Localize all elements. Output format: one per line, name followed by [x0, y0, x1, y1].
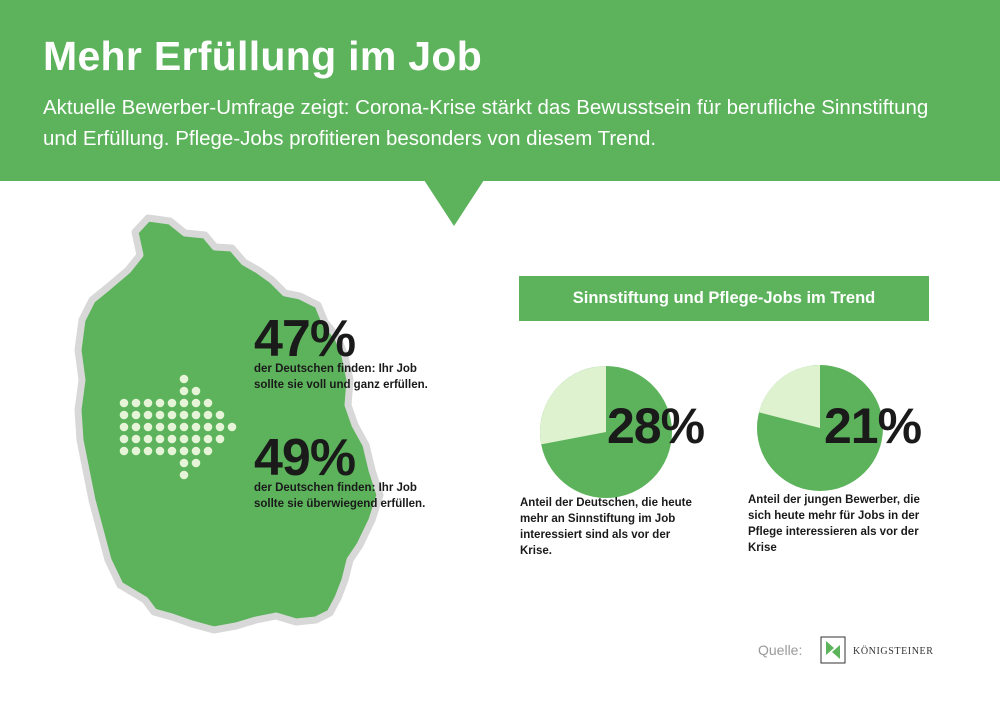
arrow-dot — [119, 434, 129, 444]
source-logo-text: KÖNIGSTEINER — [853, 646, 934, 657]
arrow-dot — [203, 398, 213, 408]
arrow-dot — [155, 422, 165, 432]
arrow-dot — [131, 410, 141, 420]
header-pointer — [424, 180, 484, 226]
arrow-dot — [191, 458, 201, 468]
pie-21-highlight-slice — [758, 365, 820, 428]
arrow-dot — [167, 434, 177, 444]
page-subtitle: Aktuelle Bewerber-Umfrage zeigt: Corona-… — [43, 96, 929, 150]
arrow-dot — [155, 398, 165, 408]
arrow-dot — [119, 422, 129, 432]
stat-49-value: 49% — [254, 429, 356, 487]
arrow-dot — [143, 422, 153, 432]
pie-21-text: Anteil der jungen Bewerber, die sich heu… — [748, 494, 920, 554]
header-banner: Mehr Erfüllung im Job Aktuelle Bewerber-… — [0, 0, 1000, 181]
arrow-dot — [119, 446, 129, 456]
arrow-dot — [203, 446, 213, 456]
dotted-arrow-icon — [119, 374, 237, 480]
arrow-dot — [143, 398, 153, 408]
arrow-dot — [191, 386, 201, 396]
arrow-dot — [215, 422, 225, 432]
pie-21-value: 21% — [824, 398, 922, 454]
source-label: Quelle: — [758, 642, 803, 658]
arrow-dot — [167, 410, 177, 420]
arrow-dot — [203, 410, 213, 420]
koenigsteiner-logo-icon — [820, 636, 846, 664]
arrow-dot — [215, 434, 225, 444]
page-title: Mehr Erfüllung im Job — [43, 33, 483, 79]
arrow-dot — [203, 422, 213, 432]
arrow-dot — [167, 422, 177, 432]
arrow-dot — [215, 410, 225, 420]
arrow-dot — [155, 410, 165, 420]
arrow-dot — [227, 422, 237, 432]
arrow-dot — [131, 422, 141, 432]
arrow-dot — [143, 446, 153, 456]
arrow-dot — [143, 434, 153, 444]
pie-28-text: Anteil der Deutschen, die heute mehr an … — [520, 497, 692, 557]
trend-heading: Sinnstiftung und Pflege-Jobs im Trend — [572, 289, 876, 307]
arrow-dot — [179, 458, 189, 468]
arrow-dot — [167, 446, 177, 456]
arrow-dot — [191, 410, 201, 420]
arrow-dot — [179, 386, 189, 396]
arrow-dot — [119, 398, 129, 408]
stat-49-text: der Deutschen finden: Ihr Job sollte sie… — [254, 482, 426, 510]
arrow-dot — [131, 446, 141, 456]
arrow-dot — [167, 398, 177, 408]
trend-heading-box: Sinnstiftung und Pflege-Jobs im Trend — [519, 276, 929, 321]
arrow-dot — [155, 446, 165, 456]
arrow-dot — [179, 374, 189, 384]
arrow-dot — [131, 398, 141, 408]
arrow-dot — [191, 398, 201, 408]
arrow-dot — [143, 410, 153, 420]
arrow-dot — [131, 434, 141, 444]
pie-28-highlight-slice — [540, 366, 606, 445]
arrow-dot — [179, 410, 189, 420]
pie-28-value: 28% — [607, 398, 705, 454]
pie-chart-28 — [540, 366, 672, 498]
arrow-dot — [191, 434, 201, 444]
arrow-dot — [179, 422, 189, 432]
arrow-dot — [119, 410, 129, 420]
arrow-dot — [203, 434, 213, 444]
arrow-dot — [191, 446, 201, 456]
arrow-dot — [179, 446, 189, 456]
stat-47-value: 47% — [254, 310, 356, 368]
arrow-dot — [191, 422, 201, 432]
arrow-dot — [179, 470, 189, 480]
stat-47-text: der Deutschen finden: Ihr Job sollte sie… — [254, 363, 428, 391]
arrow-dot — [155, 434, 165, 444]
arrow-dot — [179, 398, 189, 408]
pie-chart-21 — [757, 365, 883, 491]
arrow-dot — [179, 434, 189, 444]
